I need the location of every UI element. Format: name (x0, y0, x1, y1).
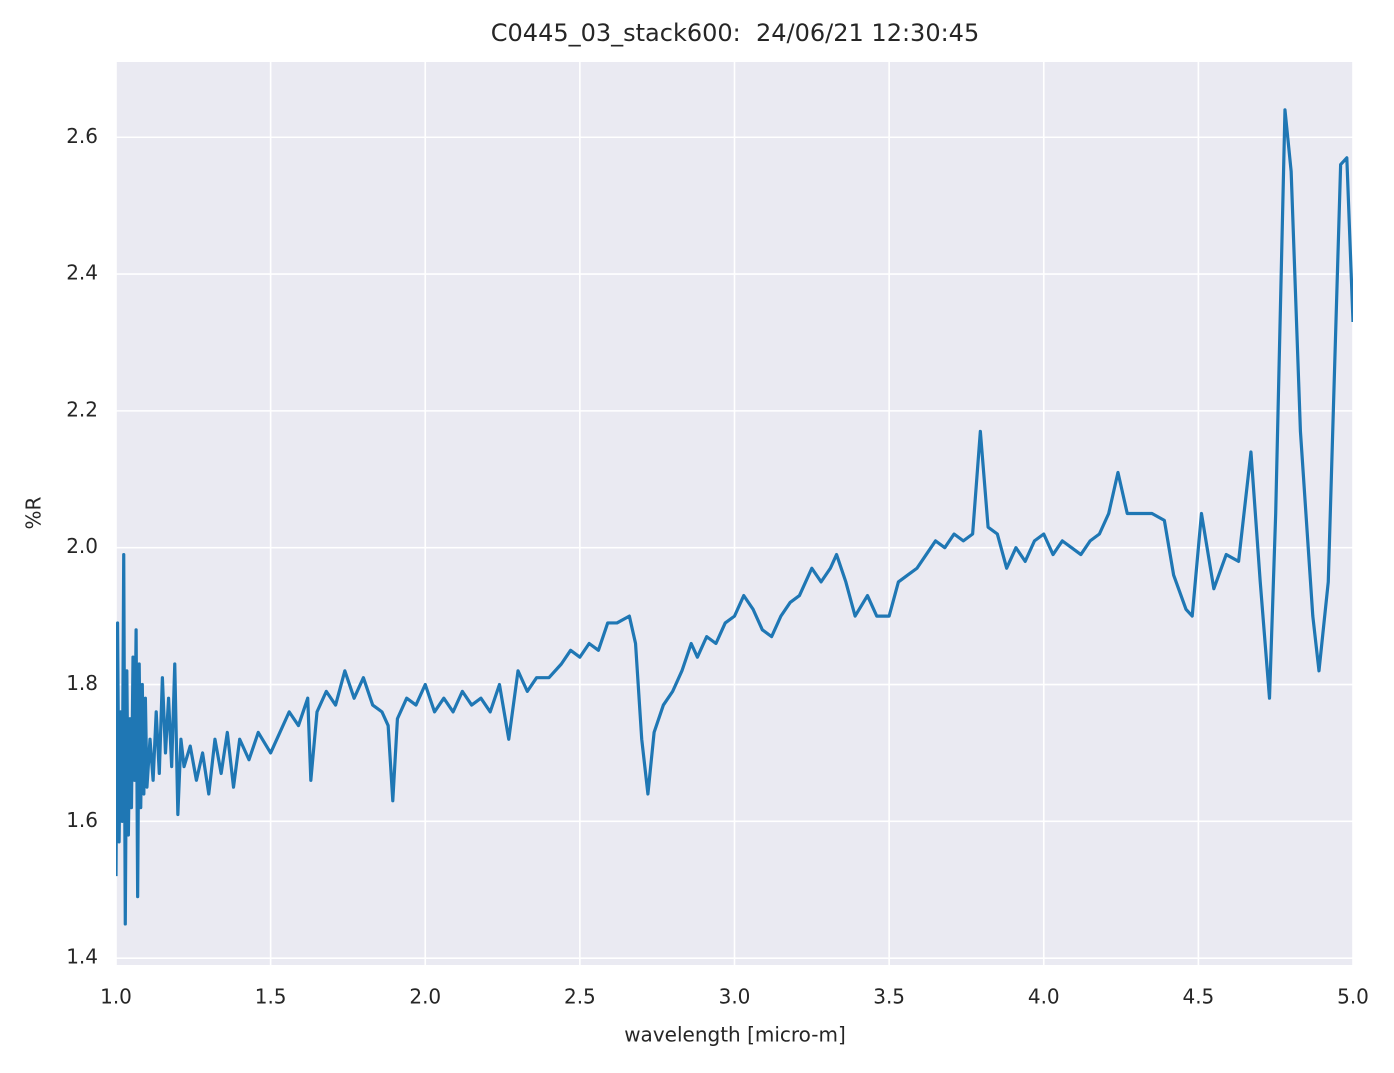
y-tick-label: 1.6 (66, 808, 98, 832)
y-tick-label: 2.4 (66, 261, 98, 285)
y-tick-label: 2.0 (66, 534, 98, 558)
x-tick-label: 4.5 (1182, 985, 1214, 1009)
y-tick-label: 1.8 (66, 671, 98, 695)
chart-title: C0445_03_stack600: 24/06/21 12:30:45 (491, 19, 979, 47)
y-tick-label: 2.2 (66, 397, 98, 421)
x-tick-label: 5.0 (1337, 985, 1369, 1009)
x-tick-label: 3.5 (873, 985, 905, 1009)
x-tick-label: 4.0 (1028, 985, 1060, 1009)
y-tick-label: 1.4 (66, 945, 98, 969)
data-line (116, 108, 1353, 926)
y-axis-label: %R (22, 496, 46, 529)
y-tick-label: 2.6 (66, 124, 98, 148)
x-tick-label: 2.0 (409, 985, 441, 1009)
x-tick-label: 2.5 (564, 985, 596, 1009)
x-axis-label: wavelength [micro-m] (624, 1023, 846, 1047)
x-tick-label: 3.0 (719, 985, 751, 1009)
x-tick-label: 1.5 (255, 985, 287, 1009)
x-tick-label: 1.0 (100, 985, 132, 1009)
